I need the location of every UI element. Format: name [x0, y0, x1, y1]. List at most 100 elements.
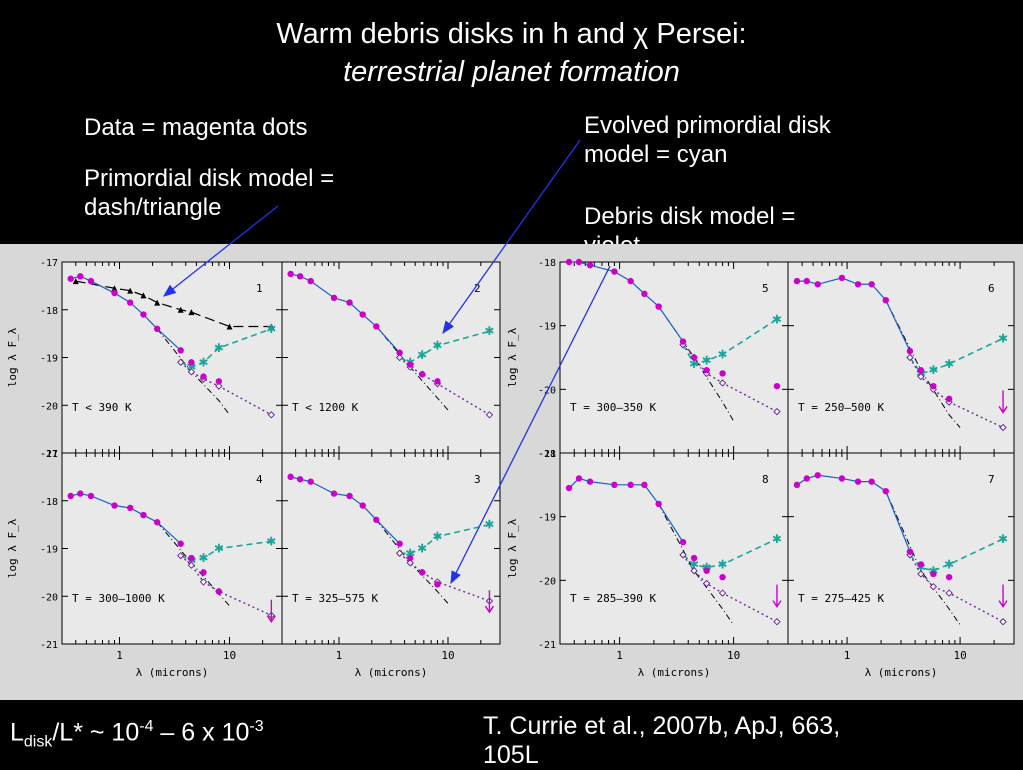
- debris-marker: [215, 382, 223, 390]
- data-point: [140, 311, 147, 318]
- debris-marker: [906, 353, 914, 362]
- citation-line-2: 105L: [483, 741, 539, 769]
- evolved-model-line: [180, 328, 272, 368]
- sed-panel-3: 1 10λ (microns)3T = 325–575 K✱ ✱✱✱: [281, 452, 501, 679]
- temperature-label: T = 285–390 K: [570, 592, 656, 605]
- data-point: [586, 261, 594, 269]
- data-point: [296, 273, 304, 280]
- debris-marker: [702, 579, 711, 588]
- data-point: [641, 290, 648, 298]
- evolved-model-line: [180, 540, 272, 562]
- note-evolved-1: Evolved primordial disk: [584, 112, 831, 139]
- y-tick-label: -19: [538, 513, 556, 524]
- data-point: [77, 490, 84, 497]
- panel-frame: [281, 452, 501, 645]
- data-point: [945, 395, 953, 403]
- data-point: [930, 382, 937, 390]
- panel-number: 1: [256, 282, 263, 295]
- data-point: [140, 511, 147, 519]
- data-point: [773, 382, 781, 390]
- evolved-marker: ✱: [186, 360, 196, 374]
- primordial-marker: [72, 278, 79, 285]
- debris-marker: [917, 372, 925, 381]
- data-point: [565, 258, 573, 266]
- luminosity-ratio: Ldisk/L* ~ 10-4 – 6 x 10-3: [10, 718, 264, 751]
- data-point: [679, 338, 687, 345]
- data-point: [690, 354, 698, 361]
- y-tick-label: -18: [40, 497, 58, 508]
- temperature-label: T = 300–1000 K: [72, 592, 165, 605]
- primordial-marker: [140, 292, 147, 299]
- evolved-marker: ✱: [405, 546, 415, 560]
- upper-limit-head: [772, 600, 782, 608]
- evolved-marker: ✱: [198, 355, 208, 369]
- evolved-model-line: [682, 538, 778, 569]
- data-point: [703, 367, 710, 374]
- y-tick-label: -19: [40, 545, 58, 556]
- photosphere-line: [658, 503, 735, 626]
- debris-model-line: [180, 361, 272, 416]
- note-primordial-2: dash/triangle: [84, 194, 222, 221]
- x-tick-label: 1: [616, 649, 623, 662]
- data-point: [296, 476, 304, 483]
- data-point: [200, 569, 207, 576]
- photosphere-line: [885, 299, 961, 428]
- data-point: [359, 502, 366, 509]
- primordial-marker: [177, 306, 184, 313]
- data-point: [434, 581, 441, 588]
- panel-number: 5: [762, 282, 769, 295]
- panel-number: 7: [988, 473, 995, 486]
- note-evolved-2: model = cyan: [584, 141, 728, 168]
- temperature-label: T < 1200 K: [292, 401, 359, 414]
- debris-marker: [177, 358, 185, 366]
- data-point: [627, 481, 634, 489]
- data-point: [330, 490, 338, 497]
- evolved-marker: ✱: [484, 324, 494, 338]
- temperature-label: T < 390 K: [72, 401, 132, 414]
- sed-panel-8: -18 -19 -20 -21 log λ F_λ 1 10 λ (microns) 8 T = …: [506, 449, 789, 679]
- data-point: [396, 540, 403, 547]
- upper-limit-head: [484, 605, 495, 614]
- data-point: [67, 275, 74, 282]
- primordial-marker: [127, 287, 134, 294]
- y-tick-label: -20: [40, 592, 58, 603]
- data-point: [575, 258, 583, 266]
- panel-frame: [787, 452, 1015, 645]
- temperature-label: T = 275–425 K: [798, 592, 884, 605]
- debris-marker: [773, 618, 781, 626]
- data-point: [641, 481, 648, 489]
- data-point: [177, 347, 184, 354]
- upper-limit-head: [998, 600, 1008, 608]
- primordial-marker: [268, 323, 275, 330]
- data-point: [77, 273, 84, 280]
- photosphere-line: [885, 490, 961, 626]
- photosphere-line: [375, 326, 449, 411]
- evolved-marker: ✱: [944, 557, 954, 571]
- primordial-marker: [188, 309, 195, 316]
- data-point: [87, 277, 95, 285]
- debris-marker: [267, 411, 276, 419]
- data-point: [287, 270, 294, 278]
- data-point: [111, 289, 118, 297]
- data-point: [153, 519, 161, 526]
- evolved-marker: ✱: [718, 347, 728, 361]
- data-point: [882, 488, 889, 495]
- x-tick-label: 1: [336, 649, 343, 662]
- data-point: [917, 561, 925, 568]
- evolved-marker: ✱: [266, 534, 276, 548]
- debris-marker: [177, 551, 185, 560]
- upper-limit-head: [998, 406, 1008, 414]
- y-tick-label: -21: [40, 449, 58, 460]
- evolved-marker: ✱: [484, 518, 494, 532]
- data-point: [719, 370, 726, 377]
- debris-marker: [187, 561, 196, 569]
- panel-frame: [559, 261, 789, 454]
- temperature-label: T = 325–575 K: [292, 592, 378, 605]
- debris-marker: [917, 570, 925, 578]
- data-point: [814, 281, 821, 288]
- debris-marker: [718, 379, 727, 387]
- data-point: [655, 303, 662, 310]
- primordial-marker: [154, 299, 161, 306]
